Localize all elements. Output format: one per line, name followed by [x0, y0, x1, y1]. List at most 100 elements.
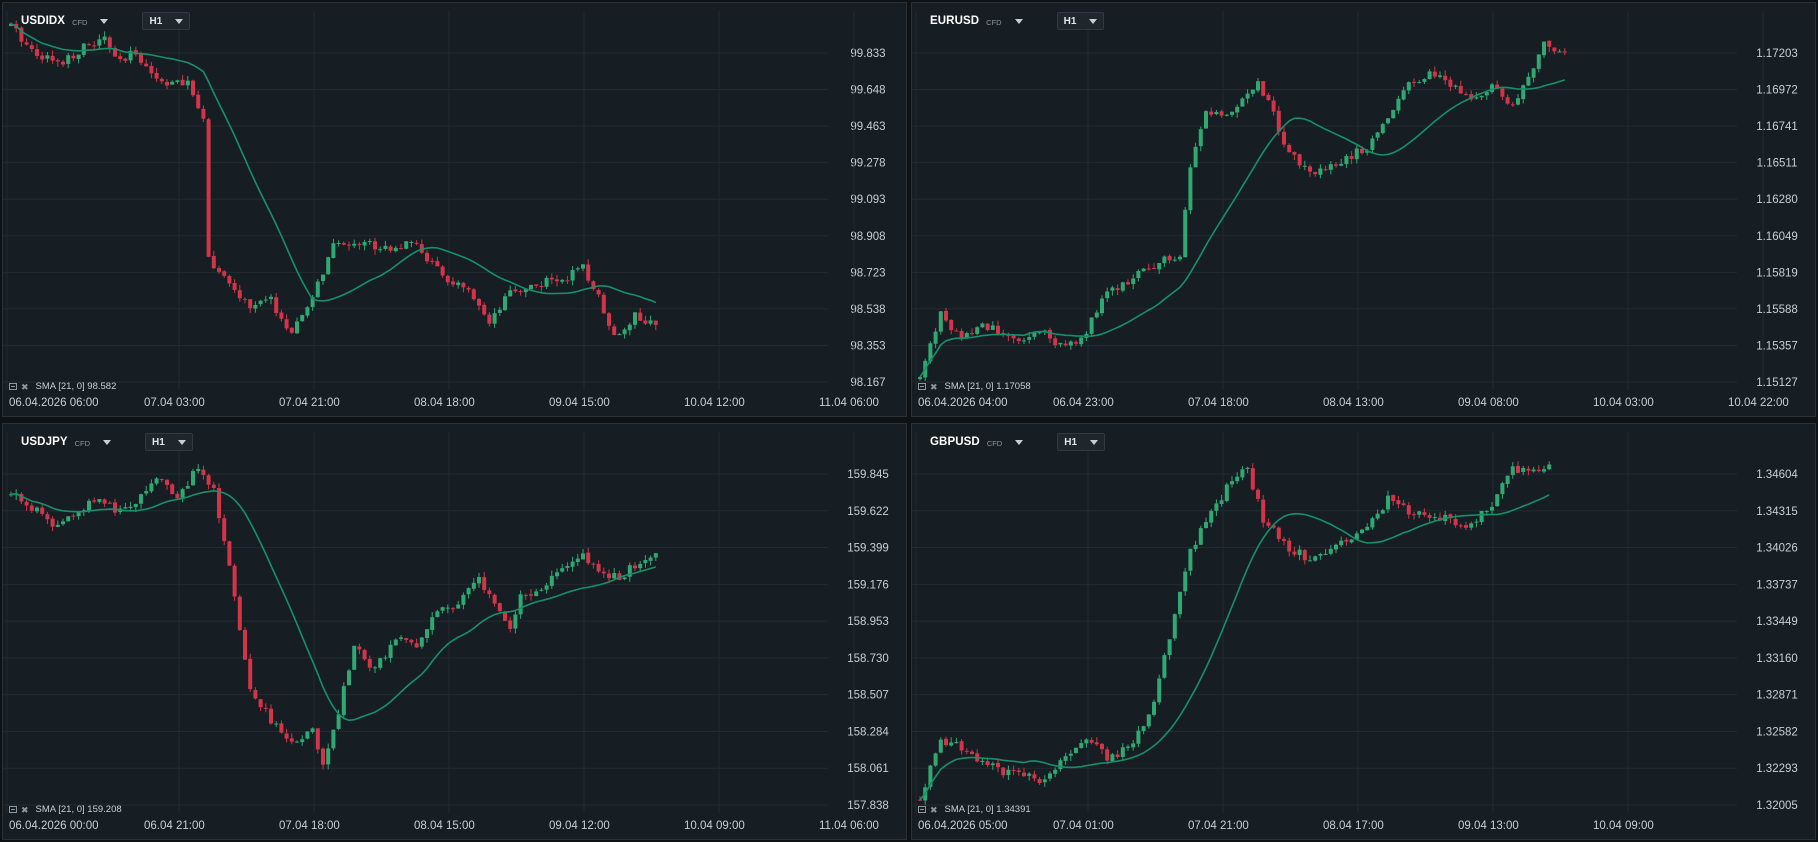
candle [1079, 739, 1084, 749]
candle [560, 564, 565, 573]
candle [607, 569, 611, 583]
candle [518, 289, 523, 296]
chart-panel-usdidx[interactable]: 99.833 99.648 99.463 99.278 99.093 98.908 98.7… [2, 2, 907, 417]
candle [1521, 465, 1526, 476]
timeframe-chevron-icon[interactable] [177, 439, 186, 445]
candle [300, 735, 305, 746]
candle [232, 279, 237, 293]
y-axis-label: 159.845 [847, 469, 889, 481]
candle [627, 322, 632, 336]
indicator-remove-icon[interactable]: ✖ [930, 381, 938, 392]
candle [315, 728, 320, 754]
timeframe-chevron-icon[interactable] [175, 18, 184, 24]
candle [227, 540, 232, 566]
y-axis-label: 1.32582 [1756, 726, 1798, 738]
candle [1006, 765, 1011, 781]
timeframe-selector[interactable]: H1 [145, 433, 193, 451]
timeframe-selector[interactable]: H1 [1057, 433, 1106, 451]
price-chart[interactable]: 159.845 159.622 159.399 159.176 158.953 158.7… [3, 424, 906, 839]
indicator-remove-icon[interactable]: ✖ [21, 381, 29, 392]
chart-panel-eurusd[interactable]: 1.17203 1.16972 1.16741 1.16511 1.16280 1.160… [911, 2, 1816, 417]
candle [430, 257, 435, 265]
candle [149, 61, 154, 79]
symbol-dropdown-chevron-icon[interactable] [100, 18, 109, 24]
candle [107, 35, 112, 53]
candle [591, 280, 596, 291]
timeframe-selector[interactable]: H1 [1056, 12, 1105, 30]
candle [1360, 528, 1364, 535]
candle [1131, 274, 1136, 290]
candle [1110, 285, 1115, 296]
indicator-remove-icon[interactable]: ✖ [930, 804, 938, 815]
y-axis-label: 98.167 [850, 377, 885, 389]
candle [964, 748, 969, 755]
candle [581, 264, 585, 272]
indicator-remove-icon[interactable]: ✖ [21, 804, 29, 815]
y-axis-label: 1.32005 [1756, 800, 1798, 812]
candle [1074, 747, 1078, 754]
candle [347, 241, 351, 251]
y-axis-label: 1.32871 [1756, 690, 1798, 702]
candle [159, 478, 164, 483]
candle [1282, 536, 1286, 546]
indicator-settings-icon[interactable] [918, 806, 926, 813]
indicator-settings-icon[interactable] [918, 383, 926, 390]
candle [633, 561, 637, 572]
candle [331, 729, 336, 751]
candle [980, 758, 985, 765]
candle [279, 309, 284, 322]
symbol-dropdown-chevron-icon[interactable] [103, 439, 112, 445]
price-chart[interactable]: 1.34604 1.34315 1.34026 1.33737 1.33449 1.331… [912, 424, 1815, 839]
symbol-dropdown-chevron-icon[interactable] [1015, 439, 1024, 445]
candle [284, 728, 289, 743]
candle [435, 256, 440, 267]
candle [1214, 109, 1219, 116]
timeframe-selector[interactable]: H1 [142, 12, 191, 30]
candle [1412, 511, 1416, 520]
symbol-selector[interactable]: USDJPY [21, 436, 68, 448]
chart-panel-usdjpy[interactable]: 159.845 159.622 159.399 159.176 158.953 158.7… [2, 423, 907, 840]
y-axis-label: 159.622 [847, 506, 889, 518]
candle [1536, 465, 1541, 473]
candle [1136, 269, 1141, 282]
x-axis-label: 07.04 01:00 [1053, 820, 1114, 832]
y-axis-label: 1.15357 [1756, 340, 1798, 352]
candle [331, 238, 336, 259]
candle [263, 295, 268, 303]
symbol-selector[interactable]: EURUSD [930, 15, 980, 27]
candle [1313, 555, 1318, 562]
candle [959, 739, 964, 755]
candle [1500, 87, 1505, 101]
symbol-dropdown-chevron-icon[interactable] [1014, 18, 1023, 24]
timeframe-chevron-icon[interactable] [1089, 18, 1098, 24]
symbol-selector[interactable]: GBPUSD [930, 436, 980, 448]
candle [1417, 510, 1422, 519]
x-axis-label: 06.04.2026 04:00 [918, 397, 1008, 409]
candle [1422, 508, 1427, 517]
price-chart[interactable]: 99.833 99.648 99.463 99.278 99.093 98.908 98.7… [3, 3, 906, 416]
candle [50, 50, 55, 64]
candle [414, 240, 419, 246]
candle [482, 302, 487, 316]
timeframe-chevron-icon[interactable] [1090, 439, 1099, 445]
candle [414, 638, 419, 648]
instrument-type-badge: CFD [986, 439, 1003, 448]
candle [555, 275, 559, 287]
candle [1245, 89, 1250, 104]
candle [1344, 537, 1349, 546]
candle [24, 499, 29, 511]
price-chart[interactable]: 1.17203 1.16972 1.16741 1.16511 1.16280 1.160… [912, 3, 1815, 416]
candle [1354, 144, 1359, 164]
candle [40, 51, 45, 64]
indicator-settings-icon[interactable] [9, 383, 17, 390]
candle [357, 242, 362, 250]
y-axis-label: 158.730 [847, 653, 889, 665]
x-axis-label: 07.04 21:00 [279, 397, 340, 409]
symbol-selector[interactable]: USDIDX [21, 15, 66, 27]
candle [1204, 110, 1208, 129]
candle [107, 501, 112, 504]
chart-panel-gbpusd[interactable]: 1.34604 1.34315 1.34026 1.33737 1.33449 1.331… [911, 423, 1816, 840]
candle [341, 241, 346, 246]
y-axis-label: 1.32293 [1756, 763, 1798, 775]
indicator-settings-icon[interactable] [9, 806, 17, 813]
